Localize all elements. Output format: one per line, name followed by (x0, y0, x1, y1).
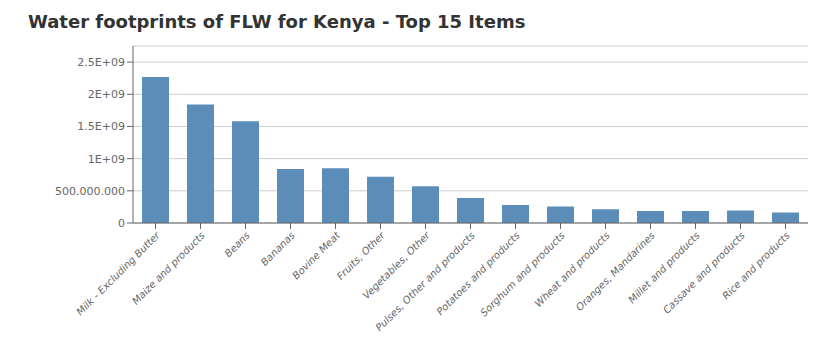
svg-text:Pulses, Other and products: Pulses, Other and products (373, 229, 477, 334)
svg-text:Milk - Excluding Butter: Milk - Excluding Butter (74, 229, 162, 317)
svg-text:Vegetables, Other: Vegetables, Other (360, 229, 432, 302)
html-text:Water footprints of FLW for Ke: Water footprints of FLW for Kenya - Top … (28, 11, 526, 32)
svg-text:1.5E+09: 1.5E+09 (77, 120, 125, 133)
svg-text:Cassave and products: Cassave and products (661, 230, 747, 316)
svg-text:Beans: Beans (222, 230, 251, 259)
svg-text:Sorghum and products: Sorghum and products (478, 230, 567, 319)
svg-text:0: 0 (118, 217, 125, 230)
svg-text:1E+09: 1E+09 (88, 153, 125, 166)
svg-text:Fruits, Other: Fruits, Other (334, 229, 387, 282)
svg-text:500.000.000: 500.000.000 (55, 185, 125, 198)
svg-text:2E+09: 2E+09 (88, 88, 125, 101)
svg-text:Maize and products: Maize and products (130, 230, 207, 307)
svg-text:Wheat and products: Wheat and products (532, 230, 612, 310)
svg-text:Bananas: Bananas (259, 230, 297, 268)
svg-text:Potatoes and products: Potatoes and products (434, 230, 521, 317)
svg-text:Bovine Meat: Bovine Meat (290, 229, 342, 282)
svg-text:Millet and products: Millet and products (626, 230, 702, 306)
svg-text:Rice and products: Rice and products (720, 230, 792, 302)
svg-text:2.5E+09: 2.5E+09 (77, 56, 125, 69)
svg-text:Oranges, Mandarines: Oranges, Mandarines (574, 230, 657, 313)
